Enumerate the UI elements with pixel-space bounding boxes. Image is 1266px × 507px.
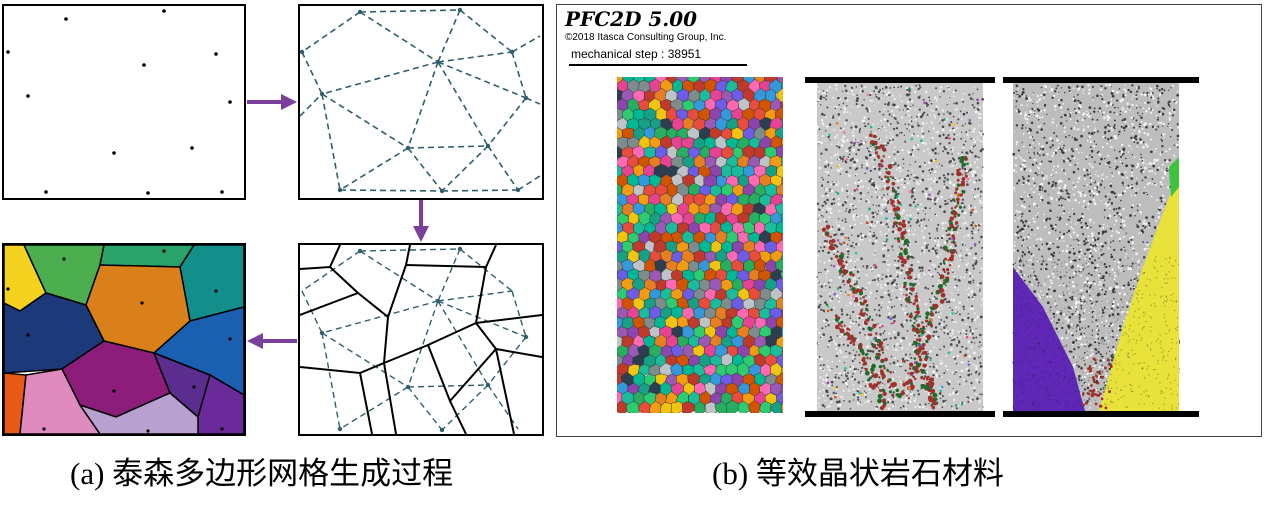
arrow-down-icon [413,200,429,242]
caption-a: (a) 泰森多边形网格生成过程 [70,456,454,491]
software-title: PFC2D 5.00 [565,7,698,31]
green-region [1169,157,1179,197]
seed-point [523,334,529,340]
voronoi-cell [4,372,27,434]
caption-b: (b) 等效晶状岩石材料 [712,456,1004,491]
voronoi-cell [197,373,244,434]
seed-point [220,190,224,194]
copyright-text: ©2018 Itasca Consulting Group, Inc. [565,32,727,43]
voronoi-cell [99,245,195,268]
seed-point [357,9,363,15]
seed-point [485,143,491,149]
seed-point [142,63,146,67]
delaunay-svg [300,7,541,194]
seed-point [439,188,445,194]
seed-point [337,426,343,432]
seed-point [300,49,305,55]
yellow-region [1099,177,1179,411]
seed-point [515,187,521,193]
seed-point [405,145,411,151]
pfc2d-window: PFC2D 5.00 ©2018 Itasca Consulting Group… [556,4,1262,437]
cracked-specimen-sample [805,77,995,417]
seed-point [337,187,343,193]
step-underline [569,64,747,66]
voronoi-construction-panel [298,243,544,436]
arrow-left-icon [247,333,297,349]
seed-point [6,50,10,54]
seed-point [26,94,30,98]
top-platen [1003,77,1199,83]
seed-point [112,151,116,155]
voronoi-cell [78,392,199,434]
seed-point [435,59,441,65]
seed-point [357,248,363,254]
seed-point [214,52,218,56]
seed-point [523,95,529,101]
top-platen [805,77,995,83]
voronoi-cells-panel [2,243,246,436]
purple-region [1013,267,1085,411]
seed-point [162,9,166,13]
seed-point [405,384,411,390]
seed-points-svg [6,9,232,195]
seed-point [228,100,232,104]
seed-point [509,49,515,55]
seed-point [319,91,325,97]
voronoi-construction-svg [300,245,542,434]
seed-points-panel [2,4,246,200]
bottom-platen [1003,411,1199,417]
mechanical-step-label: mechanical step : 38951 [571,47,702,61]
grain-assembly-sample [617,77,783,413]
bottom-platen [805,411,995,417]
seed-point [146,191,150,195]
failure-regions-sample [1003,77,1199,417]
seed-point [457,7,463,13]
seed-point [435,298,441,304]
seed-point [439,427,445,433]
seed-point [457,246,463,252]
seed-point [190,146,194,150]
arrow-right-icon [247,94,297,110]
seed-point [64,17,68,21]
voronoi-cell [4,292,105,374]
seed-point [44,190,48,194]
delaunay-panel [298,4,544,200]
seed-point [319,330,325,336]
voronoi-cells-svg [4,245,244,434]
seed-point [485,382,491,388]
